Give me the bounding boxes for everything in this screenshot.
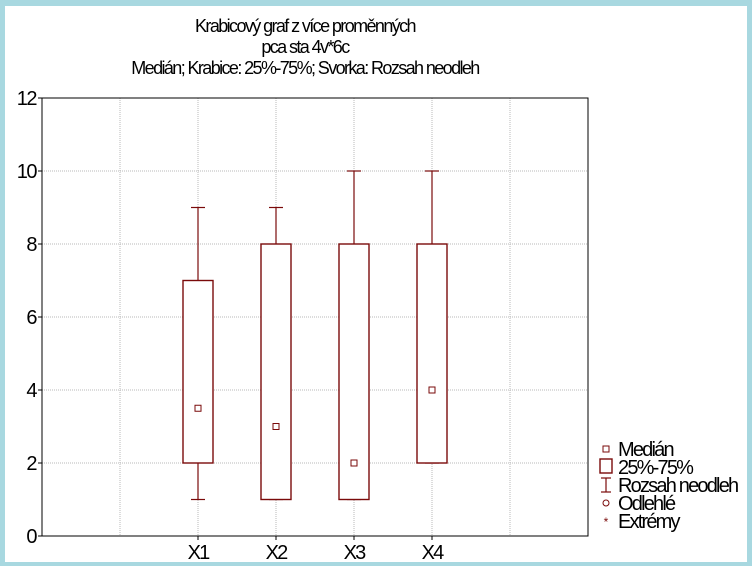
y-tick-label: 4 [26, 380, 37, 402]
box-iqr [260, 243, 292, 501]
x-tick-label: X1 [188, 542, 211, 564]
box-x1 [182, 206, 214, 501]
x-tick-label: X3 [344, 542, 367, 564]
y-tick-label: 6 [26, 307, 37, 329]
legend-outlier-icon [602, 499, 610, 507]
y-tick-label: 12 [17, 88, 38, 110]
median-marker [350, 459, 358, 467]
legend-label: Extrémy [618, 511, 681, 533]
legend-median-icon [602, 445, 610, 453]
legend-entry: Odlehlé [602, 493, 678, 515]
legend-box-icon [599, 458, 613, 474]
median-marker [428, 386, 436, 394]
median-marker [194, 404, 202, 412]
y-tick-label: 8 [26, 234, 37, 256]
box-iqr [416, 243, 448, 464]
y-tick-label: 10 [17, 161, 38, 183]
legend-entry: * Extrémy [604, 511, 683, 533]
chart-title-line-1: Krabicový graf z více proměnných [195, 16, 417, 36]
y-tick-label: 2 [26, 453, 37, 475]
legend-entry: 25%-75% [599, 457, 696, 479]
legend-entry: Rozsah neodleh [601, 475, 740, 497]
legend-label: Rozsah neodleh [618, 475, 738, 497]
box-x2 [260, 206, 292, 501]
legend-extreme-icon: * [604, 515, 609, 529]
chart-title-line-3: Medián; Krabice: 25%-75%; Svorka: Rozsah… [131, 58, 480, 78]
box-x3 [338, 170, 370, 501]
legend-label: 25%-75% [618, 457, 694, 479]
chart-title-line-2: pca sta 4v*6c [261, 37, 350, 57]
box-iqr [182, 279, 214, 464]
box-iqr [338, 243, 370, 501]
x-tick-label: X2 [266, 542, 289, 564]
y-tick-label: 0 [26, 526, 37, 548]
legend-entry: Medián [602, 439, 675, 461]
x-tick-label: X4 [422, 542, 445, 564]
legend-label: Medián [618, 439, 673, 461]
legend-label: Odlehlé [618, 493, 676, 515]
median-marker [272, 423, 280, 430]
box-x4 [416, 170, 448, 464]
